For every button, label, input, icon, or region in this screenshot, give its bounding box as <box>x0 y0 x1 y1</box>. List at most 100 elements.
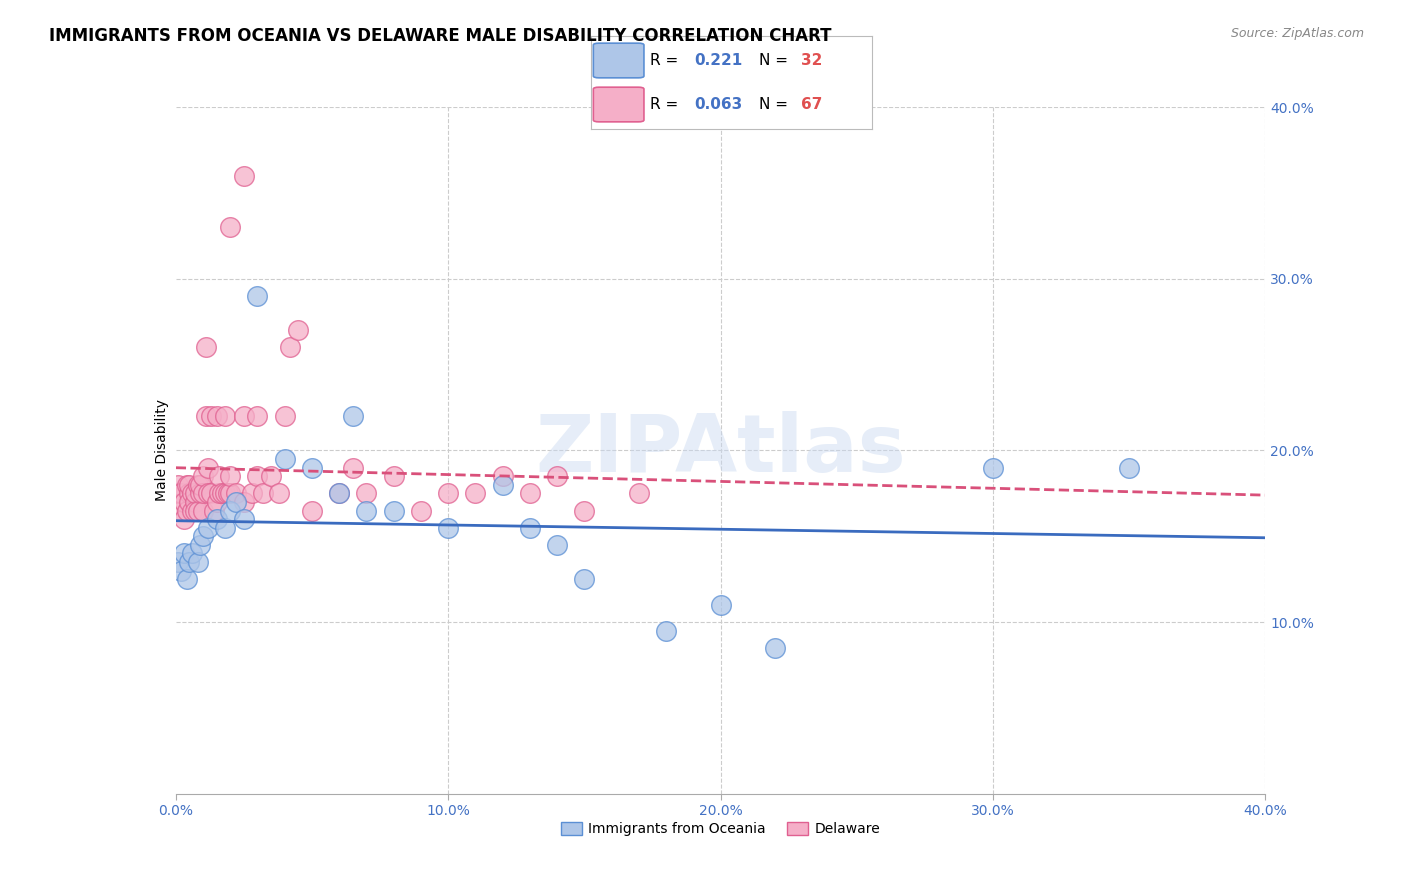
Point <box>217 486 239 500</box>
Point <box>181 503 204 517</box>
Point <box>202 503 225 517</box>
Point <box>246 469 269 483</box>
Text: 32: 32 <box>801 53 823 68</box>
Point <box>252 486 274 500</box>
Point <box>211 486 233 500</box>
Point <box>191 486 214 500</box>
Point <box>173 546 195 561</box>
Point <box>981 460 1004 475</box>
Point <box>181 486 204 500</box>
Point <box>186 503 209 517</box>
Point <box>627 486 650 500</box>
Point <box>655 624 678 638</box>
Point <box>287 323 309 337</box>
Point <box>342 460 364 475</box>
Point <box>170 503 193 517</box>
Point <box>1118 460 1140 475</box>
Point <box>225 495 247 509</box>
Point <box>170 564 193 578</box>
Text: R =: R = <box>650 97 678 112</box>
Point <box>328 486 350 500</box>
Point <box>191 529 214 543</box>
Point <box>200 409 222 423</box>
Point <box>186 555 209 569</box>
Text: IMMIGRANTS FROM OCEANIA VS DELAWARE MALE DISABILITY CORRELATION CHART: IMMIGRANTS FROM OCEANIA VS DELAWARE MALE… <box>49 27 832 45</box>
Point <box>356 503 378 517</box>
Point <box>194 340 217 354</box>
Point <box>197 521 219 535</box>
Point <box>519 521 541 535</box>
Point <box>437 521 460 535</box>
Text: N =: N = <box>759 97 789 112</box>
Point <box>437 486 460 500</box>
Point <box>214 409 236 423</box>
Point <box>574 503 596 517</box>
Point <box>382 503 405 517</box>
Point <box>274 409 297 423</box>
Point <box>219 469 242 483</box>
Point <box>269 486 291 500</box>
Point <box>301 503 323 517</box>
Point <box>188 538 211 552</box>
Y-axis label: Male Disability: Male Disability <box>155 400 169 501</box>
Point <box>208 469 231 483</box>
Point <box>205 512 228 526</box>
Point <box>710 598 733 612</box>
Legend: Immigrants from Oceania, Delaware: Immigrants from Oceania, Delaware <box>555 817 886 842</box>
Text: ZIPAtlas: ZIPAtlas <box>536 411 905 490</box>
Text: 0.221: 0.221 <box>695 53 742 68</box>
Point <box>225 486 247 500</box>
Point <box>194 409 217 423</box>
FancyBboxPatch shape <box>593 43 644 78</box>
Point <box>184 486 207 500</box>
Point <box>176 572 198 586</box>
Point <box>179 495 201 509</box>
Point <box>184 495 207 509</box>
Point <box>240 486 263 500</box>
Point <box>167 555 190 569</box>
Text: N =: N = <box>759 53 789 68</box>
Point <box>409 503 432 517</box>
Point <box>181 546 204 561</box>
Point <box>197 486 219 500</box>
Point <box>232 409 254 423</box>
Point <box>274 452 297 467</box>
Point <box>186 478 209 492</box>
Point <box>179 486 201 500</box>
Point <box>188 486 211 500</box>
Point <box>246 409 269 423</box>
Point <box>232 495 254 509</box>
Point <box>763 640 786 655</box>
Point <box>492 478 515 492</box>
Text: Source: ZipAtlas.com: Source: ZipAtlas.com <box>1230 27 1364 40</box>
Point <box>179 555 201 569</box>
Point <box>260 469 283 483</box>
Point <box>188 478 211 492</box>
Point <box>170 486 193 500</box>
Point <box>205 409 228 423</box>
Point <box>519 486 541 500</box>
Point <box>546 469 568 483</box>
Point <box>246 289 269 303</box>
Point <box>173 495 195 509</box>
Point <box>184 503 207 517</box>
Point <box>342 409 364 423</box>
Text: R =: R = <box>650 53 678 68</box>
Point <box>191 503 214 517</box>
Point <box>179 478 201 492</box>
Point <box>205 495 228 509</box>
Point <box>232 512 254 526</box>
Point <box>464 486 486 500</box>
Point <box>200 486 222 500</box>
Point <box>356 486 378 500</box>
Point <box>382 469 405 483</box>
Point <box>214 486 236 500</box>
Point <box>219 503 242 517</box>
Point <box>232 169 254 183</box>
Point <box>197 460 219 475</box>
Point <box>173 512 195 526</box>
Point <box>546 538 568 552</box>
Point <box>328 486 350 500</box>
Point <box>214 521 236 535</box>
FancyBboxPatch shape <box>593 87 644 122</box>
